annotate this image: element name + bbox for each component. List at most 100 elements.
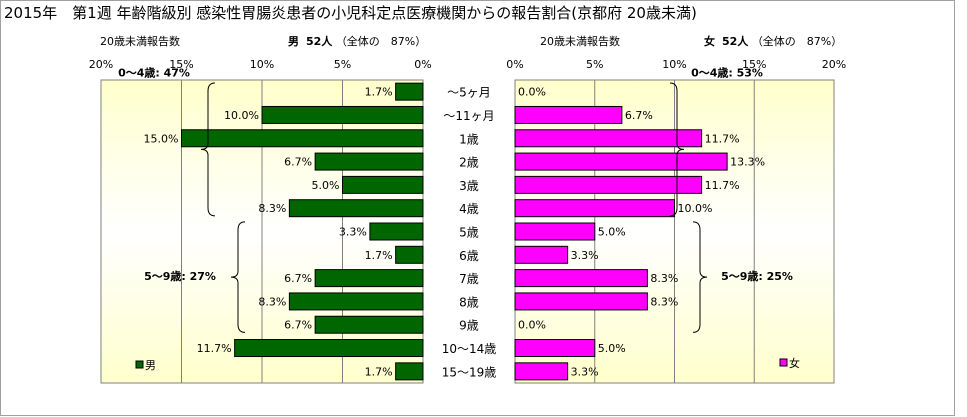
male-value-label: 1.7% (365, 249, 393, 262)
female-bar (514, 129, 703, 148)
male-bar (395, 82, 424, 101)
male-x-tick-label: 15% (169, 58, 193, 71)
category-label: 9歳 (459, 319, 479, 333)
male-value-label: 15.0% (144, 132, 179, 145)
female-value-label: 0.0% (518, 86, 546, 99)
female-legend-label: 女 (789, 356, 800, 370)
male-value-label: 8.3% (258, 295, 286, 308)
female-bar (514, 292, 648, 311)
male-x-tick-label: 10% (250, 58, 274, 71)
female-legend-swatch (779, 358, 788, 367)
female-value-label: 10.0% (678, 202, 713, 215)
female-bar (514, 339, 596, 358)
female-x-tick-label: 5% (586, 58, 603, 71)
category-label: 3歳 (459, 179, 479, 193)
female-bar (514, 175, 703, 194)
male-value-label: 1.7% (365, 365, 393, 378)
male-bar (181, 129, 424, 148)
female-value-label: 5.0% (598, 226, 626, 239)
male-summary: 男 52人 （全体の 87%） (288, 33, 426, 49)
female-value-label: 3.3% (571, 365, 599, 378)
category-label: 7歳 (459, 272, 479, 286)
male-value-label: 8.3% (258, 202, 286, 215)
male-x-tick-label: 20% (89, 58, 113, 71)
female-value-label: 11.7% (705, 179, 740, 192)
female-value-label: 8.3% (650, 272, 678, 285)
category-label: 10～14歳 (442, 342, 497, 356)
male-value-label: 3.3% (339, 226, 367, 239)
category-label: 2歳 (459, 156, 479, 170)
female-bar (514, 222, 596, 241)
male-bar (288, 199, 424, 218)
female-value-label: 0.0% (518, 319, 546, 332)
female-bar (514, 105, 623, 124)
labels: 20% 15% 10% 5% 0% 0% 5% 10% 15% 20% 1.7% 0.0% ～5ヶ月 10… (89, 58, 846, 379)
female-bar (514, 245, 569, 264)
male-x-tick-label: 5% (334, 58, 351, 71)
male-legend-label: 男 (145, 359, 156, 372)
male-x-tick-label: 0% (414, 58, 431, 71)
male-value-label: 5.0% (312, 179, 340, 192)
male-annotation-0-4: 0～4歳: 47% (118, 65, 190, 79)
category-label: 5歳 (459, 226, 479, 240)
female-x-tick-label: 10% (662, 58, 686, 71)
male-bar (395, 362, 424, 381)
female-x-tick-label: 20% (822, 58, 846, 71)
female-brace-5-9 (692, 221, 708, 333)
female-summary: 女 52人 （全体の 87%） (704, 33, 842, 49)
male-bar (369, 222, 424, 241)
female-brace-0-4 (669, 82, 685, 217)
female-value-label: 13.3% (730, 156, 765, 169)
male-bar (261, 105, 424, 124)
bars (181, 82, 728, 381)
male-value-label: 1.7% (365, 86, 393, 99)
male-bar (314, 315, 424, 334)
male-annotation-5-9: 5～9歳: 27% (144, 269, 216, 283)
male-brace-5-9 (230, 221, 246, 333)
male-sex-label: 男 (288, 35, 299, 48)
female-value-label: 11.7% (705, 132, 740, 145)
female-annotation-5-9: 5～9歳: 25% (721, 269, 793, 283)
male-brace-0-4 (200, 82, 216, 217)
category-label: ～5ヶ月 (447, 86, 491, 100)
female-bar (514, 269, 648, 288)
male-share: （全体の 87%） (335, 35, 427, 48)
male-bar (314, 152, 424, 171)
female-report-count-label: 20歳未満報告数 (540, 35, 620, 48)
female-bar (514, 152, 728, 171)
female-bar (514, 199, 675, 218)
category-label: 1歳 (459, 132, 479, 146)
category-label: 8歳 (459, 295, 479, 309)
chart-title: 2015年 第1週 年齢階級別 感染性胃腸炎患者の小児科定点医療機関からの報告割… (4, 4, 697, 22)
male-bar (395, 245, 424, 264)
male-report-count-label: 20歳未満報告数 (100, 35, 180, 48)
male-bar (234, 339, 424, 358)
male-value-label: 10.0% (224, 109, 259, 122)
male-legend-swatch (135, 360, 144, 369)
male-count: 52人 (306, 35, 333, 48)
male-value-label: 11.7% (197, 342, 232, 355)
category-label: 15～19歳 (442, 365, 497, 379)
female-share: （全体の 87%） (751, 35, 843, 48)
category-label: 4歳 (459, 202, 479, 216)
male-value-label: 6.7% (284, 156, 312, 169)
male-value-label: 6.7% (284, 272, 312, 285)
female-bar (514, 362, 569, 381)
category-label: ～11ヶ月 (443, 109, 494, 123)
category-label: 6歳 (459, 249, 479, 263)
male-value-label: 6.7% (284, 319, 312, 332)
female-value-label: 8.3% (650, 295, 678, 308)
male-bar (288, 292, 424, 311)
male-bar (342, 175, 424, 194)
female-value-label: 6.7% (625, 109, 653, 122)
female-annotation-0-4: 0～4歳: 53% (691, 65, 763, 79)
female-value-label: 3.3% (571, 249, 599, 262)
female-x-tick-label: 0% (506, 58, 523, 71)
female-x-tick-label: 15% (742, 58, 766, 71)
male-bar (314, 269, 424, 288)
female-count: 52人 (722, 35, 749, 48)
female-sex-label: 女 (704, 35, 715, 48)
